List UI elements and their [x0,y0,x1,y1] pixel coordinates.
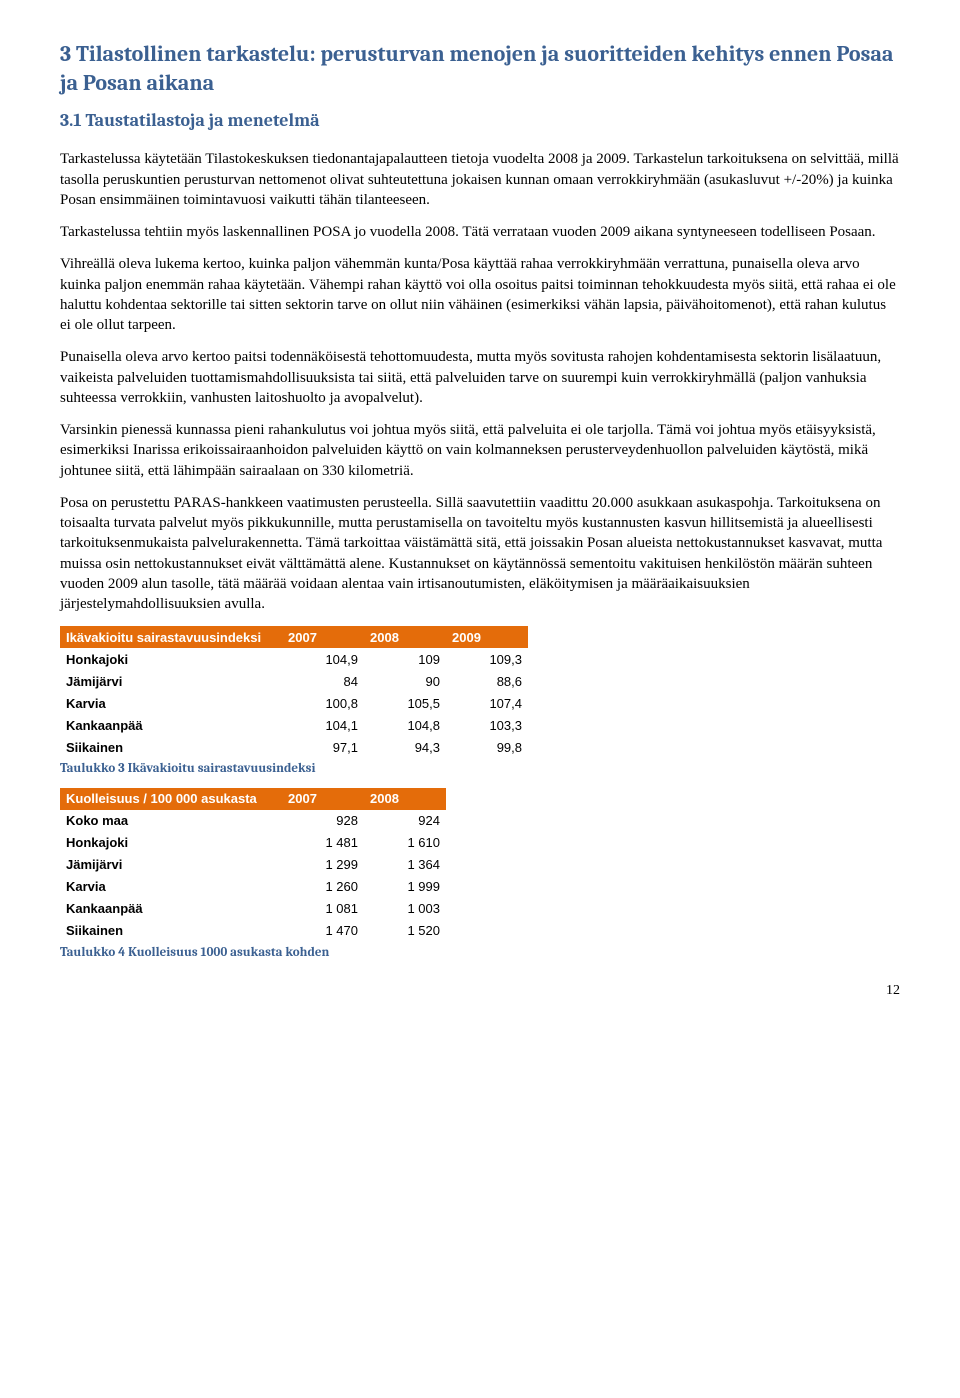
paragraph-5: Varsinkin pienessä kunnassa pieni rahank… [60,420,900,481]
table-cell: 103,3 [446,714,528,736]
table-cell: 107,4 [446,692,528,714]
table-cell: Kankaanpää [60,714,282,736]
table-header-cell: 2008 [364,788,446,810]
table-header-cell: 2007 [282,626,364,648]
table-cell: 1 999 [364,876,446,898]
table-row: Kankaanpää 1 081 1 003 [60,898,446,920]
table-cell: 104,1 [282,714,364,736]
table-cell: Kankaanpää [60,898,282,920]
table-header-cell: 2009 [446,626,528,648]
table-cell: 97,1 [282,736,364,758]
table-cell: 84 [282,670,364,692]
paragraph-3: Vihreällä oleva lukema kertoo, kuinka pa… [60,254,900,335]
table-cell: 104,8 [364,714,446,736]
table-cell: 90 [364,670,446,692]
table-cell: Karvia [60,876,282,898]
page-number: 12 [60,982,900,1001]
table-cell: 1 364 [364,854,446,876]
table-cell: Honkajoki [60,832,282,854]
table-cell: Siikainen [60,736,282,758]
table-caption-4: Taulukko 4 Kuolleisuus 1000 asukasta koh… [60,944,900,962]
table-row: Karvia 1 260 1 999 [60,876,446,898]
table-row: Karvia 100,8 105,5 107,4 [60,692,528,714]
table-cell: Koko maa [60,810,282,832]
table-row: Honkajoki 104,9 109 109,3 [60,648,528,670]
heading-section-3: 3 Tilastollinen tarkastelu: perusturvan … [60,40,900,97]
table-cell: 105,5 [364,692,446,714]
paragraph-4: Punaisella oleva arvo kertoo paitsi tode… [60,347,900,408]
table-cell: 1 003 [364,898,446,920]
table-header-row: Kuolleisuus / 100 000 asukasta 2007 2008 [60,788,446,810]
table-cell: 928 [282,810,364,832]
table-cell: 1 610 [364,832,446,854]
table-header-cell: Kuolleisuus / 100 000 asukasta [60,788,282,810]
heading-section-3-1: 3.1 Taustatilastoja ja menetelmä [60,109,900,133]
table-cell: 104,9 [282,648,364,670]
paragraph-2: Tarkastelussa tehtiin myös laskennalline… [60,222,900,242]
table-header-cell: Ikävakioitu sairastavuusindeksi [60,626,282,648]
table-header-row: Ikävakioitu sairastavuusindeksi 2007 200… [60,626,528,648]
table-kuolleisuus: Kuolleisuus / 100 000 asukasta 2007 2008… [60,788,446,942]
table-cell: 1 299 [282,854,364,876]
table-cell: Siikainen [60,920,282,942]
table-row: Kankaanpää 104,1 104,8 103,3 [60,714,528,736]
table-row: Honkajoki 1 481 1 610 [60,832,446,854]
paragraph-6: Posa on perustettu PARAS-hankkeen vaatim… [60,493,900,615]
table-cell: 1 520 [364,920,446,942]
table-cell: 924 [364,810,446,832]
table-cell: 1 081 [282,898,364,920]
table-header-cell: 2008 [364,626,446,648]
paragraph-1: Tarkastelussa käytetään Tilastokeskuksen… [60,149,900,210]
table-cell: 1 481 [282,832,364,854]
table-cell: 109 [364,648,446,670]
table-sairastavuusindeksi: Ikävakioitu sairastavuusindeksi 2007 200… [60,626,528,758]
table-cell: 94,3 [364,736,446,758]
table-header-cell: 2007 [282,788,364,810]
table-row: Jämijärvi 84 90 88,6 [60,670,528,692]
table-row: Siikainen 1 470 1 520 [60,920,446,942]
table-cell: 1 470 [282,920,364,942]
table-cell: 109,3 [446,648,528,670]
table-row: Koko maa 928 924 [60,810,446,832]
table-row: Jämijärvi 1 299 1 364 [60,854,446,876]
table-cell: 100,8 [282,692,364,714]
table-cell: 1 260 [282,876,364,898]
table-caption-3: Taulukko 3 Ikävakioitu sairastavuusindek… [60,760,900,778]
table-cell: 99,8 [446,736,528,758]
table-cell: Jämijärvi [60,670,282,692]
table-cell: Honkajoki [60,648,282,670]
table-row: Siikainen 97,1 94,3 99,8 [60,736,528,758]
table-cell: 88,6 [446,670,528,692]
table-cell: Karvia [60,692,282,714]
table-cell: Jämijärvi [60,854,282,876]
